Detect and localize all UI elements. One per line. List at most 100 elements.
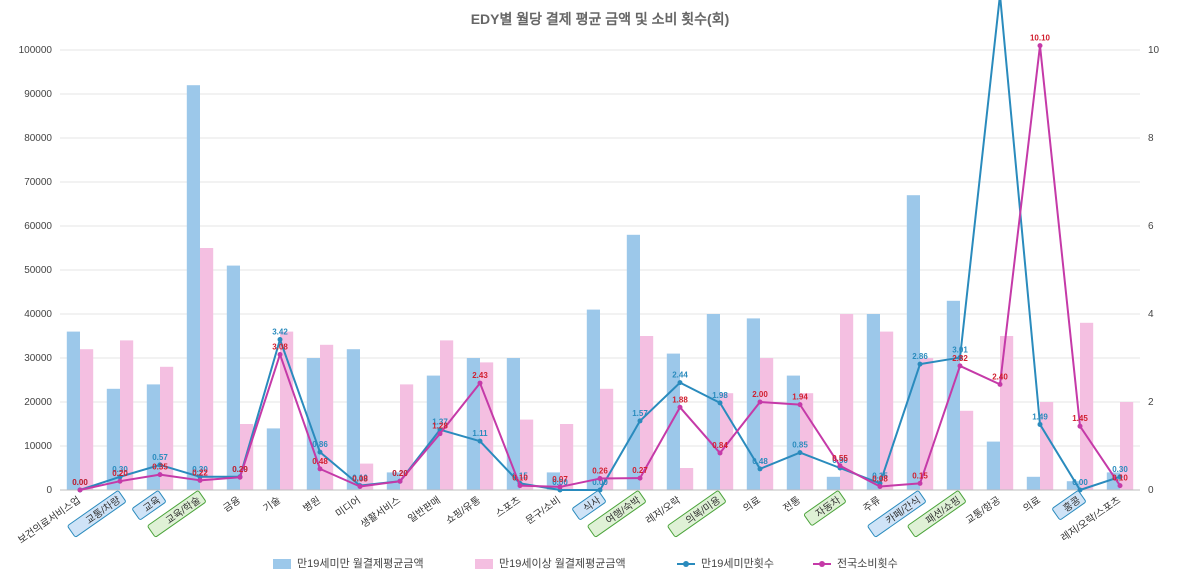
category-label: 생활서비스	[358, 493, 403, 530]
line2-value-label: 0.55	[832, 454, 848, 463]
legend-marker	[819, 561, 825, 567]
line1-marker	[758, 466, 763, 471]
line2-value-label: 0.07	[552, 475, 568, 484]
line2-value-label: 0.10	[512, 474, 528, 483]
line2-value-label: 2.40	[992, 372, 1008, 381]
category-label: 일반판매	[406, 494, 443, 525]
chart-svg: EDY별 월당 결제 평균 금액 및 소비 횟수(회)0100002000030…	[0, 0, 1200, 585]
line1-marker	[638, 418, 643, 423]
line2-value-label: 0.84	[712, 441, 728, 450]
line2-marker	[718, 451, 723, 456]
line2-marker	[838, 463, 843, 468]
line2-marker	[958, 363, 963, 368]
line2-marker	[1118, 483, 1123, 488]
line2-marker	[118, 479, 123, 484]
y-left-tick: 20000	[24, 397, 52, 408]
line2-value-label: 0.29	[232, 465, 248, 474]
bar-series1	[347, 349, 360, 490]
category-label-group: 의료	[741, 494, 763, 514]
bar-series1	[947, 301, 960, 490]
y-right-tick: 10	[1148, 45, 1160, 56]
legend-item: 만19세미만횟수	[677, 557, 774, 570]
line2-value-label: 0.08	[352, 474, 368, 483]
category-label-group: 금융	[221, 494, 243, 514]
category-label-group: 미디어	[333, 494, 362, 520]
bar-series1	[627, 235, 640, 490]
line2-value-label: 1.45	[1072, 414, 1088, 423]
category-label-group: 교통/항공	[964, 494, 1003, 527]
line2-value-label: 0.27	[632, 466, 648, 475]
category-label: 주류	[861, 494, 883, 514]
legend-swatch	[273, 559, 291, 569]
line1-marker	[718, 400, 723, 405]
line2-marker	[478, 381, 483, 386]
category-label: 문구/소비	[524, 494, 563, 527]
y-left-tick: 100000	[19, 45, 53, 56]
bar-series1	[587, 310, 600, 490]
line2-value-label: 0.10	[1112, 474, 1128, 483]
line1-value-label: 0.00	[1072, 478, 1088, 487]
legend-item: 만19세이상 월결제평균금액	[475, 557, 626, 570]
category-label-group: 생활서비스	[358, 493, 403, 530]
line1-value-label: 3.42	[272, 328, 288, 337]
line2-value-label: 0.20	[392, 469, 408, 478]
category-label: 병원	[301, 494, 323, 514]
line2-marker	[518, 483, 523, 488]
category-label-group: 병원	[301, 494, 323, 514]
line1-marker	[918, 362, 923, 367]
legend-label: 전국소비횟수	[837, 557, 898, 570]
line2-marker	[1078, 424, 1083, 429]
legend-item: 만19세미만 월결제평균금액	[273, 557, 424, 570]
y-left-tick: 30000	[24, 353, 52, 364]
line1-value-label: 0.85	[792, 441, 808, 450]
category-label-group: 교육	[132, 490, 166, 520]
combo-chart: EDY별 월당 결제 평균 금액 및 소비 횟수(회)0100002000030…	[0, 0, 1200, 585]
bar-series2	[80, 349, 93, 490]
y-left-tick: 10000	[24, 441, 52, 452]
line1-marker	[1038, 422, 1043, 427]
y-left-tick: 70000	[24, 177, 52, 188]
line1-marker	[678, 380, 683, 385]
bar-series2	[440, 340, 453, 490]
line1-marker	[278, 337, 283, 342]
line1-value-label: 2.86	[912, 352, 928, 361]
line2-marker	[918, 481, 923, 486]
category-label-group: 쇼핑/유통	[444, 494, 483, 527]
line2-value-label: 0.48	[312, 457, 328, 466]
line2-marker	[398, 479, 403, 484]
line2-marker	[1038, 43, 1043, 48]
line1-value-label: 1.98	[712, 391, 728, 400]
line2-marker	[998, 382, 1003, 387]
category-label: 기술	[261, 494, 283, 514]
line1-value-label: 0.86	[312, 440, 328, 449]
chart-title: EDY별 월당 결제 평균 금액 및 소비 횟수(회)	[471, 11, 730, 27]
line2-marker	[158, 472, 163, 477]
line1-value-label: 0.48	[752, 457, 768, 466]
line2-value-label: 0.35	[152, 463, 168, 472]
category-label-group: 보건의료서비스업	[15, 493, 83, 546]
line1-value-label: 1.11	[472, 429, 488, 438]
line2-value-label: 1.88	[672, 395, 688, 404]
line2-marker	[438, 431, 443, 436]
legend-label: 만19세미만 월결제평균금액	[297, 557, 424, 570]
line1-marker	[318, 450, 323, 455]
line1-marker	[478, 439, 483, 444]
category-label: 보건의료서비스업	[15, 493, 83, 546]
category-label-group: 기술	[261, 494, 283, 514]
legend-item: 전국소비횟수	[813, 557, 898, 570]
category-label-group: 문구/소비	[524, 494, 563, 527]
category-label: 교통/항공	[964, 494, 1003, 527]
legend-label: 만19세미만횟수	[701, 557, 774, 570]
category-label: 스포츠	[493, 494, 522, 520]
line1-value-label: 2.44	[672, 371, 688, 380]
bar-series1	[1027, 477, 1040, 490]
category-label: 의료	[1021, 494, 1043, 514]
line2-marker	[358, 484, 363, 489]
legend-swatch	[475, 559, 493, 569]
legend-marker	[683, 561, 689, 567]
line2-marker	[238, 475, 243, 480]
category-label-group: 주류	[861, 494, 883, 514]
y-left-tick: 60000	[24, 221, 52, 232]
category-label: 전통	[781, 494, 803, 514]
line2-value-label: 2.82	[952, 354, 968, 363]
